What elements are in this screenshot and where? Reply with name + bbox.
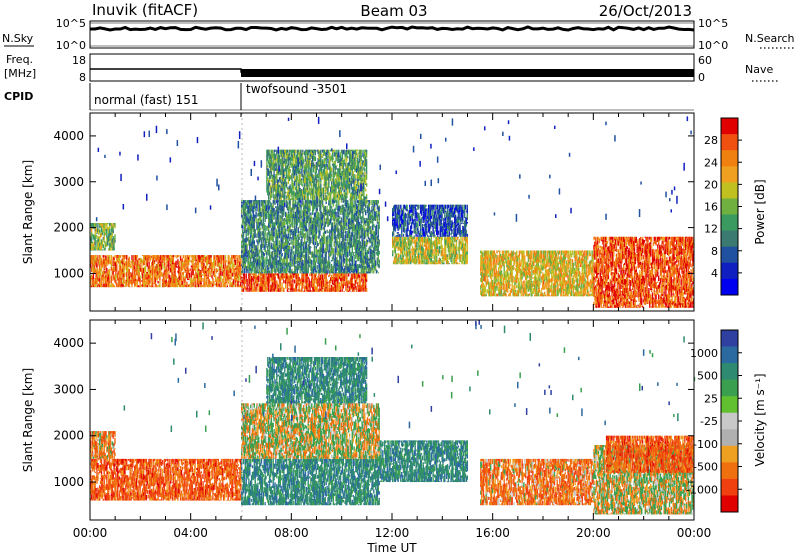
- nave-tick-top: 60: [698, 54, 712, 67]
- date-title: 26/Oct/2013: [599, 2, 692, 20]
- colorbar-swatch: [721, 380, 738, 397]
- colorbar-tick-label: 8: [711, 245, 718, 258]
- colorbar-tick-label: -1000: [686, 483, 718, 496]
- cpid-mode-2: twofsound -3501: [246, 82, 347, 96]
- colorbar-tick-label: -100: [693, 438, 718, 451]
- time-tick-label: 00:00: [677, 526, 712, 540]
- nave-trace: [241, 69, 694, 77]
- colorbar-swatch: [721, 479, 738, 496]
- power-ytick-label: 2000: [53, 221, 84, 235]
- nsky-tick-bottom: 10^0: [56, 39, 86, 52]
- nsearch-tick-top: 10^5: [698, 17, 728, 30]
- colorbar-tick-label: 1000: [690, 347, 718, 360]
- time-tick-label: 04:00: [173, 526, 208, 540]
- colorbar-swatch: [721, 199, 738, 216]
- colorbar-tick-label: 4: [711, 267, 718, 280]
- colorbar-swatch: [721, 396, 738, 413]
- colorbar-tick-label: -500: [693, 461, 718, 474]
- time-axis-ticks: 00:00 04:00 08:00 12:00 16:00 20:00 00:00: [73, 526, 712, 540]
- beam-title: Beam 03: [360, 2, 427, 20]
- colorbar-swatch: [721, 118, 738, 135]
- colorbar-tick-label: 500: [697, 370, 718, 383]
- colorbar-swatch: [721, 330, 738, 347]
- station-title: Inuvik (fitACF): [92, 1, 198, 19]
- colorbar-swatch: [721, 446, 738, 463]
- freq-tick-bottom: 8: [79, 71, 86, 84]
- nsearch-label: N.Search: [745, 32, 795, 45]
- colorbar-swatch: [721, 166, 738, 183]
- power-ytick-label: 3000: [53, 175, 84, 189]
- velocity-ylabel: Slant Range [km]: [21, 368, 35, 472]
- colorbar-tick-label: 24: [704, 156, 718, 169]
- colorbar-swatch: [721, 429, 738, 446]
- colorbar-tick-label: 28: [704, 134, 718, 147]
- nsky-trace: [90, 27, 694, 30]
- time-axis-label: Time UT: [366, 541, 417, 554]
- time-tick-label: 08:00: [274, 526, 309, 540]
- colorbar-tick-label: 12: [704, 223, 718, 236]
- nsky-label: N.Sky: [2, 32, 34, 45]
- velocity-ytick-label: 4000: [53, 336, 84, 350]
- colorbar-tick-label: -25: [700, 415, 718, 428]
- colorbar-tick-label: 25: [704, 392, 718, 405]
- colorbar-swatch: [721, 231, 738, 248]
- freq-unit-label: [MHz]: [4, 67, 36, 80]
- colorbar-swatch: [721, 247, 738, 264]
- power-colorbar-title: Power [dB]: [753, 179, 767, 244]
- velocity-ytick-label: 2000: [53, 429, 84, 443]
- velocity-colorbar-title: Velocity [m s⁻¹]: [753, 373, 767, 466]
- colorbar-swatch: [721, 150, 738, 167]
- colorbar-swatch: [721, 496, 738, 513]
- time-tick-label: 12:00: [375, 526, 410, 540]
- nsearch-tick-bottom: 10^0: [698, 39, 728, 52]
- power-ylabel: Slant Range [km]: [21, 160, 35, 264]
- colorbar-tick-label: 20: [704, 178, 718, 191]
- velocity-ytick-label: 1000: [53, 475, 84, 489]
- colorbar-swatch: [721, 263, 738, 280]
- nave-label: Nave: [745, 63, 773, 76]
- power-ytick-label: 4000: [53, 129, 84, 143]
- time-tick-label: 16:00: [475, 526, 510, 540]
- power-panel: 1000 2000 3000 4000 Slant Range [km]: [21, 113, 695, 311]
- velocity-ytick-label: 3000: [53, 382, 84, 396]
- power-ytick-label: 1000: [53, 266, 84, 280]
- colorbar-swatch: [721, 279, 738, 296]
- colorbar-tick-label: 16: [704, 201, 718, 214]
- colorbar-swatch: [721, 413, 738, 430]
- colorbar-swatch: [721, 182, 738, 199]
- colorbar-swatch: [721, 363, 738, 380]
- cpid-mode-1: normal (fast) 151: [94, 93, 198, 107]
- colorbar-swatch: [721, 134, 738, 151]
- freq-tick-top: 18: [72, 54, 86, 67]
- colorbar-swatch: [721, 462, 738, 479]
- nsky-tick-top: 10^5: [56, 17, 86, 30]
- time-tick-label: 20:00: [576, 526, 611, 540]
- time-tick-label: 00:00: [73, 526, 108, 540]
- cpid-label: CPID: [4, 90, 33, 103]
- colorbar-swatch: [721, 215, 738, 232]
- nsky-panel-frame: [90, 21, 694, 48]
- freq-label: Freq.: [6, 53, 33, 66]
- nave-tick-bottom: 0: [698, 71, 705, 84]
- power-colorbar: 28 24 20 16 12 8 4: [704, 118, 742, 296]
- colorbar-swatch: [721, 347, 738, 364]
